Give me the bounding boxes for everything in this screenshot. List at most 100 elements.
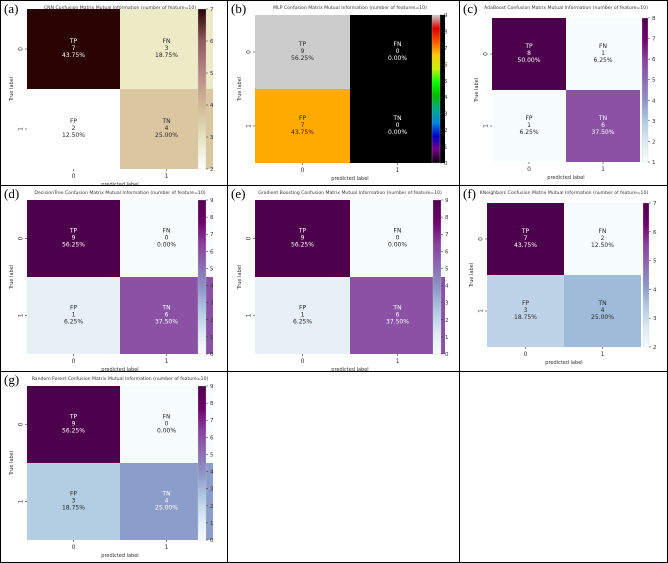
cell-value-label: 0: [165, 421, 169, 428]
cell-percent-label: 0.00%: [388, 129, 407, 136]
chart-title: AdaBoost Confusion Matrix Mutual Informa…: [484, 5, 648, 11]
x-axis-label: predicted label: [101, 182, 138, 186]
y-axis-label: True label: [9, 265, 15, 290]
cell-value-label: 1: [601, 50, 605, 57]
heatmap-cell: [566, 18, 640, 90]
colorbar: [197, 385, 207, 541]
colorbar-tick-label: 9: [210, 384, 214, 390]
heatmap-cell: [27, 386, 120, 463]
colorbar-tick-label: 0: [444, 161, 448, 167]
y-axis-label: True label: [237, 77, 243, 102]
panel-label: (e): [231, 186, 246, 201]
x-axis-label: predicted label: [331, 367, 368, 372]
y-tick-label: 0: [246, 236, 253, 240]
cell-value-label: 1: [301, 312, 305, 319]
heatmap-cell: [120, 89, 213, 169]
colorbar-tick-label: 3: [444, 112, 448, 118]
heatmap-cell: [120, 463, 213, 540]
heatmap-cell: [564, 275, 641, 347]
cell-name-label: FP: [299, 115, 306, 122]
y-tick-label: 0: [478, 237, 485, 241]
empty-panel: [227, 371, 460, 563]
y-axis-label: True label: [9, 451, 15, 476]
x-tick-label: 0: [72, 173, 76, 180]
cell-name-label: FN: [394, 41, 402, 48]
colorbar-tick-label: 3: [445, 301, 449, 307]
cell-name-label: TP: [298, 41, 307, 48]
cell-percent-label: 43.75%: [514, 242, 537, 249]
cell-name-label: TP: [69, 414, 78, 421]
cell-value-label: 9: [72, 421, 76, 428]
confusion-matrix-panel: (f) KNeighbors Confusion Matrix Mutual In…: [459, 185, 668, 372]
colorbar-tick-label: 4: [653, 287, 657, 293]
confusion-matrix-panel: (g) Random Forest Confusion Matrix Mutual…: [0, 371, 228, 563]
cell-value-label: 2: [601, 235, 605, 242]
cell-percent-label: 18.75%: [514, 314, 537, 321]
cell-value-label: 2: [72, 125, 76, 132]
colorbar-tick-label: 3: [210, 301, 214, 307]
panel-label: (c): [463, 1, 478, 16]
heatmap-cell: [566, 90, 640, 162]
colorbar: [641, 17, 649, 163]
colorbar-tick-label: 2: [445, 318, 449, 324]
cell-percent-label: 0.00%: [157, 428, 176, 435]
chart-title: Gradient Boosting Confusion Matrix Mutua…: [258, 190, 442, 196]
cell-value-label: 7: [72, 45, 76, 52]
colorbar-tick-label: 2: [444, 128, 448, 134]
cell-name-label: FP: [70, 491, 77, 498]
confusion-matrix-panel: (d) DecisionTree Confusion Matrix Mutual …: [0, 185, 228, 372]
colorbar-tick-label: 3: [210, 487, 214, 493]
colorbar-tick-label: 1: [444, 145, 448, 151]
chart-title: CNN Confusion Matrix Mutual Information …: [44, 5, 196, 11]
cell-value-label: 0: [396, 48, 400, 55]
x-tick-label: 0: [72, 544, 76, 551]
colorbar-tick-label: 4: [445, 284, 449, 290]
cell-percent-label: 56.25%: [62, 242, 85, 249]
x-tick-label: 1: [601, 166, 605, 173]
colorbar-tick-label: 8: [652, 16, 656, 22]
cell-name-label: TN: [161, 491, 170, 498]
panel-label: (d): [4, 186, 20, 201]
cell-value-label: 0: [396, 235, 400, 242]
heatmap-cell: [27, 277, 120, 354]
colorbar-tick-label: 4: [210, 470, 214, 476]
colorbar-tick-label: 7: [210, 418, 214, 424]
x-axis-label: predicted label: [545, 360, 582, 366]
x-axis-label: predicted label: [101, 367, 138, 372]
cell-percent-label: 25.00%: [155, 132, 178, 139]
colorbar: [642, 202, 650, 348]
cell-percent-label: 37.50%: [592, 129, 615, 136]
cell-name-label: TP: [69, 38, 78, 45]
cell-name-label: TN: [161, 118, 170, 125]
cell-name-label: FP: [299, 305, 306, 312]
y-tick-label: 1: [18, 127, 25, 131]
cell-percent-label: 12.50%: [62, 132, 85, 139]
colorbar-tick-label: 6: [210, 39, 214, 45]
x-tick-label: 1: [601, 351, 605, 358]
chart-title: KNeighbors Confusion Matrix Mutual Infor…: [480, 190, 649, 196]
cell-name-label: TP: [69, 228, 78, 235]
colorbar: [431, 14, 441, 164]
cell-name-label: FP: [522, 300, 529, 307]
cell-value-label: 9: [301, 48, 305, 55]
heatmap-cell: [255, 200, 350, 277]
heatmap-cell: [120, 277, 213, 354]
colorbar-tick-label: 7: [445, 232, 449, 238]
cell-name-label: FP: [70, 118, 77, 125]
colorbar-tick-label: 5: [210, 266, 214, 272]
cell-value-label: 9: [72, 235, 76, 242]
y-axis-label: True label: [469, 263, 475, 288]
cell-percent-label: 0.00%: [157, 242, 176, 249]
x-tick-label: 0: [301, 167, 305, 174]
cell-value-label: 6: [601, 122, 605, 129]
cell-percent-label: 43.75%: [62, 52, 85, 59]
cell-value-label: 1: [72, 312, 76, 319]
cell-name-label: TP: [521, 228, 530, 235]
y-tick-label: 1: [483, 124, 490, 128]
cell-value-label: 3: [165, 45, 169, 52]
heatmap-svg: KNeighbors Confusion Matrix Mutual Infor…: [469, 190, 657, 366]
colorbar-tick-label: 5: [653, 259, 657, 265]
x-tick-label: 1: [165, 173, 169, 180]
chart-title: DecisionTree Confusion Matrix Mutual Inf…: [34, 190, 205, 196]
